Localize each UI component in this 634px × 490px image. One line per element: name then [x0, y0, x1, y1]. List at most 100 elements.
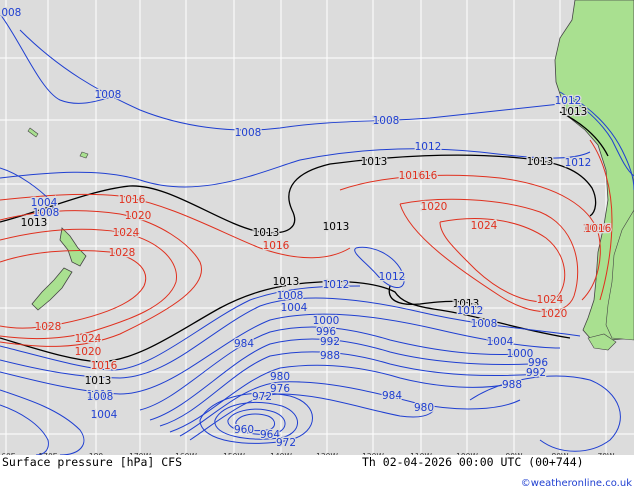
isobar-label: 1024 [471, 220, 498, 232]
isobar-label: 1020 [125, 210, 152, 222]
isobar-label: 1013 [85, 375, 112, 387]
land-masses [27, 0, 634, 351]
isobar-label: 1013 [21, 217, 48, 229]
valid-time: Th 02-04-2026 00:00 UTC (00+744) [362, 455, 584, 469]
isobar-label: 1013 [323, 221, 350, 233]
isobar-lows-west2 [0, 404, 49, 456]
isobar-996 [149, 338, 531, 421]
isobar-label: 1008 [277, 290, 304, 302]
isobar-1016-west [0, 193, 351, 259]
isobar-label: 1012 [565, 157, 592, 169]
isobar-label: 976 [270, 383, 290, 395]
isobar-1008-ne [559, 91, 634, 177]
isobar-label: 1013 [85, 374, 112, 386]
isobar-label: 1012 [415, 141, 442, 153]
isobar-label: 960 [234, 424, 254, 436]
isobar-972-ring [214, 402, 298, 440]
isobar-976-ring [199, 392, 313, 444]
isobar-1013-north [0, 154, 597, 234]
isobar-label: 1016 [263, 240, 290, 252]
isobar-label: 988 [320, 350, 340, 362]
isobar-992 [159, 351, 541, 427]
isobar-1012-ne [569, 95, 634, 191]
isobar-label: 1012 [457, 305, 484, 317]
isobar-1000 [139, 326, 521, 411]
isobar-label: 1016 [411, 170, 438, 182]
isobar-label: 1013 [273, 276, 300, 288]
isobar-label: 1024 [537, 294, 564, 306]
isobar-label: 1012 [87, 389, 114, 401]
tierra-del-fuego [587, 333, 617, 351]
isobar-1016-ne [589, 139, 613, 301]
isobar-label: 996 [316, 326, 336, 338]
credit-link[interactable]: ©weatheronline.co.uk [521, 478, 632, 489]
isobar-label: 1020 [541, 308, 568, 320]
isobar-1020-west [0, 210, 202, 347]
isobar-label: 1004 [281, 302, 308, 314]
isobar-1013-ne [559, 111, 609, 157]
ocean-background [0, 0, 634, 455]
isobar-1016-east [339, 174, 601, 301]
isobar-980 [189, 393, 435, 441]
isobar-label: 996 [528, 357, 548, 369]
isobar-1008-mid [0, 297, 581, 379]
isobar-labels: 1008100810081008100410081013101610201024… [0, 6, 613, 451]
isobar-lows-west [0, 389, 85, 456]
argentina-land [605, 209, 634, 341]
isobar-label: 1016 [583, 223, 610, 235]
footer-band [0, 455, 634, 490]
isobar-east-lows [469, 375, 621, 452]
isobar-label: 1024 [75, 333, 102, 345]
isobar-label: 1004 [31, 197, 58, 209]
isobar-1004-nw [0, 167, 54, 215]
isobar-label: 1012 [555, 95, 582, 107]
new-caledonia [27, 127, 39, 138]
isobar-label: 1000 [313, 315, 340, 327]
isobar-label: 1016 [91, 360, 118, 372]
isobar-1012-north [0, 148, 591, 188]
isobar-1004-mid [0, 313, 561, 395]
isobar-label: 1016 [399, 170, 426, 182]
isobar-label: 980 [270, 371, 290, 383]
isobar-984 [179, 381, 521, 437]
isobar-label: 1013 [527, 156, 554, 168]
isobar-label: 1012 [379, 271, 406, 283]
isobar-label: 1013 [453, 298, 480, 310]
isobar-label: 1008 [33, 207, 60, 219]
new-zealand-north-island [59, 227, 87, 267]
isobar-964-ring [235, 413, 275, 431]
isobar-1008-west [0, 13, 116, 104]
isobar-label: 964 [260, 429, 280, 441]
isobar-label: 1013 [253, 227, 280, 239]
isobar-1024-east [439, 218, 566, 302]
isobar-label: 1000 [507, 348, 534, 360]
isobar-1013-mid [0, 280, 571, 363]
isobar-label: 992 [526, 367, 546, 379]
isobar-label: 1024 [113, 227, 140, 239]
graticule [0, 0, 634, 455]
isobar-label: 1004 [487, 336, 514, 348]
isobar-label: 1013 [361, 156, 388, 168]
isobar-1012-cell [354, 246, 405, 288]
isobar-968-ring [227, 408, 286, 435]
isobar-1012-mid [0, 285, 361, 371]
isobar-label: 1008 [471, 318, 498, 330]
isobar-1008-north [19, 29, 561, 131]
isobar-label: 1013 [561, 106, 588, 118]
isobar-label: 988 [502, 379, 522, 391]
isobar-lines [0, 13, 634, 456]
isobar-label: 984 [382, 390, 402, 402]
isobar-label: 1008 [95, 89, 122, 101]
isobar-label: 1008 [0, 7, 21, 19]
isobar-label: 992 [320, 336, 340, 348]
isobar-label: 1008 [87, 391, 114, 403]
isobar-1028-west [0, 249, 146, 329]
isobar-label: 1020 [421, 201, 448, 213]
isobar-label: 980 [414, 402, 434, 414]
isobar-label: 984 [234, 338, 254, 350]
isobar-label: 1008 [373, 115, 400, 127]
isobar-1013-pocket [388, 285, 481, 309]
isobar-label: 1004 [91, 409, 118, 421]
fiji-islands [79, 151, 89, 159]
new-zealand-south-island [31, 267, 73, 311]
